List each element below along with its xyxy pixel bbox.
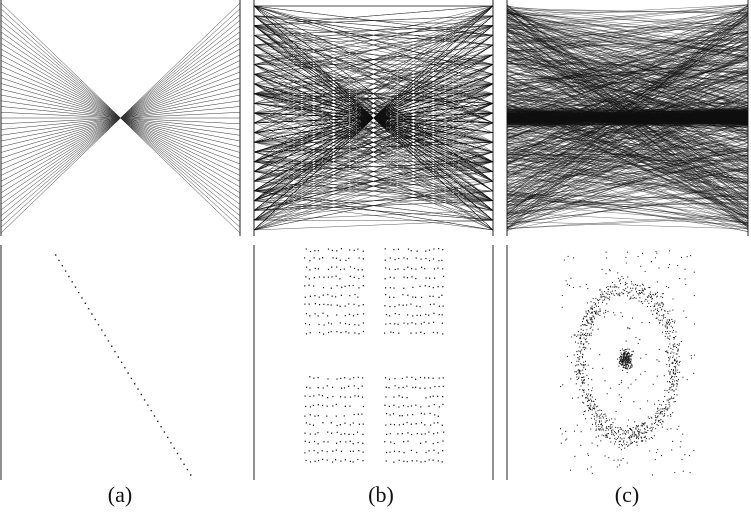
pattern-dots: [560, 250, 695, 476]
pattern-dots: [55, 254, 192, 476]
pattern-lines: [506, 4, 749, 233]
caption: (b): [368, 482, 394, 507]
caption: (c): [615, 482, 639, 507]
caption: (a): [108, 482, 132, 507]
pattern-dots: [304, 247, 445, 463]
pattern-lines: [0, 2, 241, 234]
pattern-lines: [253, 5, 494, 231]
